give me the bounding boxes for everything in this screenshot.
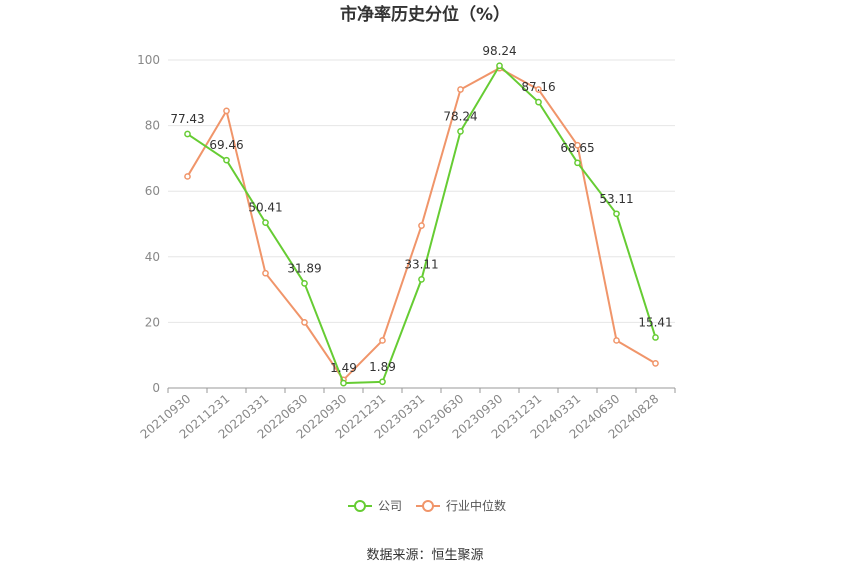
legend-item-1[interactable]: 行业中位数 xyxy=(416,498,506,513)
data-label: 1.49 xyxy=(330,361,357,375)
series-layer xyxy=(184,62,659,387)
legend-label: 行业中位数 xyxy=(446,498,506,513)
series-0-point xyxy=(574,159,581,167)
series-1-point xyxy=(535,86,542,93)
data-label: 1.89 xyxy=(369,360,396,374)
data-label: 53.11 xyxy=(599,192,633,206)
data-label: 77.43 xyxy=(170,112,204,126)
legend-label: 公司 xyxy=(378,499,402,513)
data-label: 33.11 xyxy=(404,257,438,271)
data-label: 15.41 xyxy=(638,315,672,329)
y-tick-label: 60 xyxy=(145,184,160,198)
series-0-point xyxy=(652,334,659,341)
data-label: 50.41 xyxy=(248,201,282,215)
series-1-point xyxy=(418,222,425,229)
y-tick-label: 80 xyxy=(145,119,160,133)
y-tick-label: 40 xyxy=(145,250,160,264)
data-label: 69.46 xyxy=(209,138,243,152)
series-1-point xyxy=(613,337,620,344)
series-0-point xyxy=(340,379,347,387)
series-0-point xyxy=(301,280,308,287)
chart-title: 市净率历史分位（%） xyxy=(340,4,510,25)
series-0-point xyxy=(223,156,230,164)
source-note: 数据来源：恒生聚源 xyxy=(366,548,483,563)
series-1-point xyxy=(184,173,191,180)
series-1-point xyxy=(223,107,230,115)
series-1-point xyxy=(652,360,659,367)
series-0-point xyxy=(262,219,269,227)
series-0-point xyxy=(496,62,503,70)
y-tick-label: 100 xyxy=(137,53,160,67)
y-tick-label: 20 xyxy=(145,315,160,329)
series-0-point xyxy=(418,276,425,283)
series-1-point xyxy=(379,337,386,344)
series-0-point xyxy=(457,128,464,135)
legend-item-0[interactable]: 公司 xyxy=(348,499,402,513)
legend-marker-icon xyxy=(354,500,366,512)
data-labels: 77.43 69.46 50.41 31.89 1.49 1.89 33.11 78.24 98… xyxy=(170,44,672,375)
data-label: 98.24 xyxy=(482,44,516,58)
data-label: 78.24 xyxy=(443,109,477,123)
grid-lines xyxy=(168,59,675,323)
series-0-point xyxy=(535,98,542,106)
series-1-point xyxy=(457,86,464,93)
y-tick-label: 0 xyxy=(152,381,160,395)
series-0-point xyxy=(184,130,191,138)
x-axis: 2021093020211231202203312022063020220930… xyxy=(138,387,676,442)
legend[interactable]: 公司 行业中位数 xyxy=(348,498,506,513)
data-label: 87.16 xyxy=(521,80,555,94)
data-label: 68.65 xyxy=(560,141,594,155)
series-0-point xyxy=(613,210,620,218)
series-1-point xyxy=(262,269,269,277)
series-1-point xyxy=(574,141,581,149)
legend-marker-icon xyxy=(422,500,434,512)
series-0-point xyxy=(379,378,386,386)
series-1-point xyxy=(301,319,308,326)
y-axis: 0 20 40 60 80 100 xyxy=(137,53,160,395)
data-label: 31.89 xyxy=(287,261,321,275)
